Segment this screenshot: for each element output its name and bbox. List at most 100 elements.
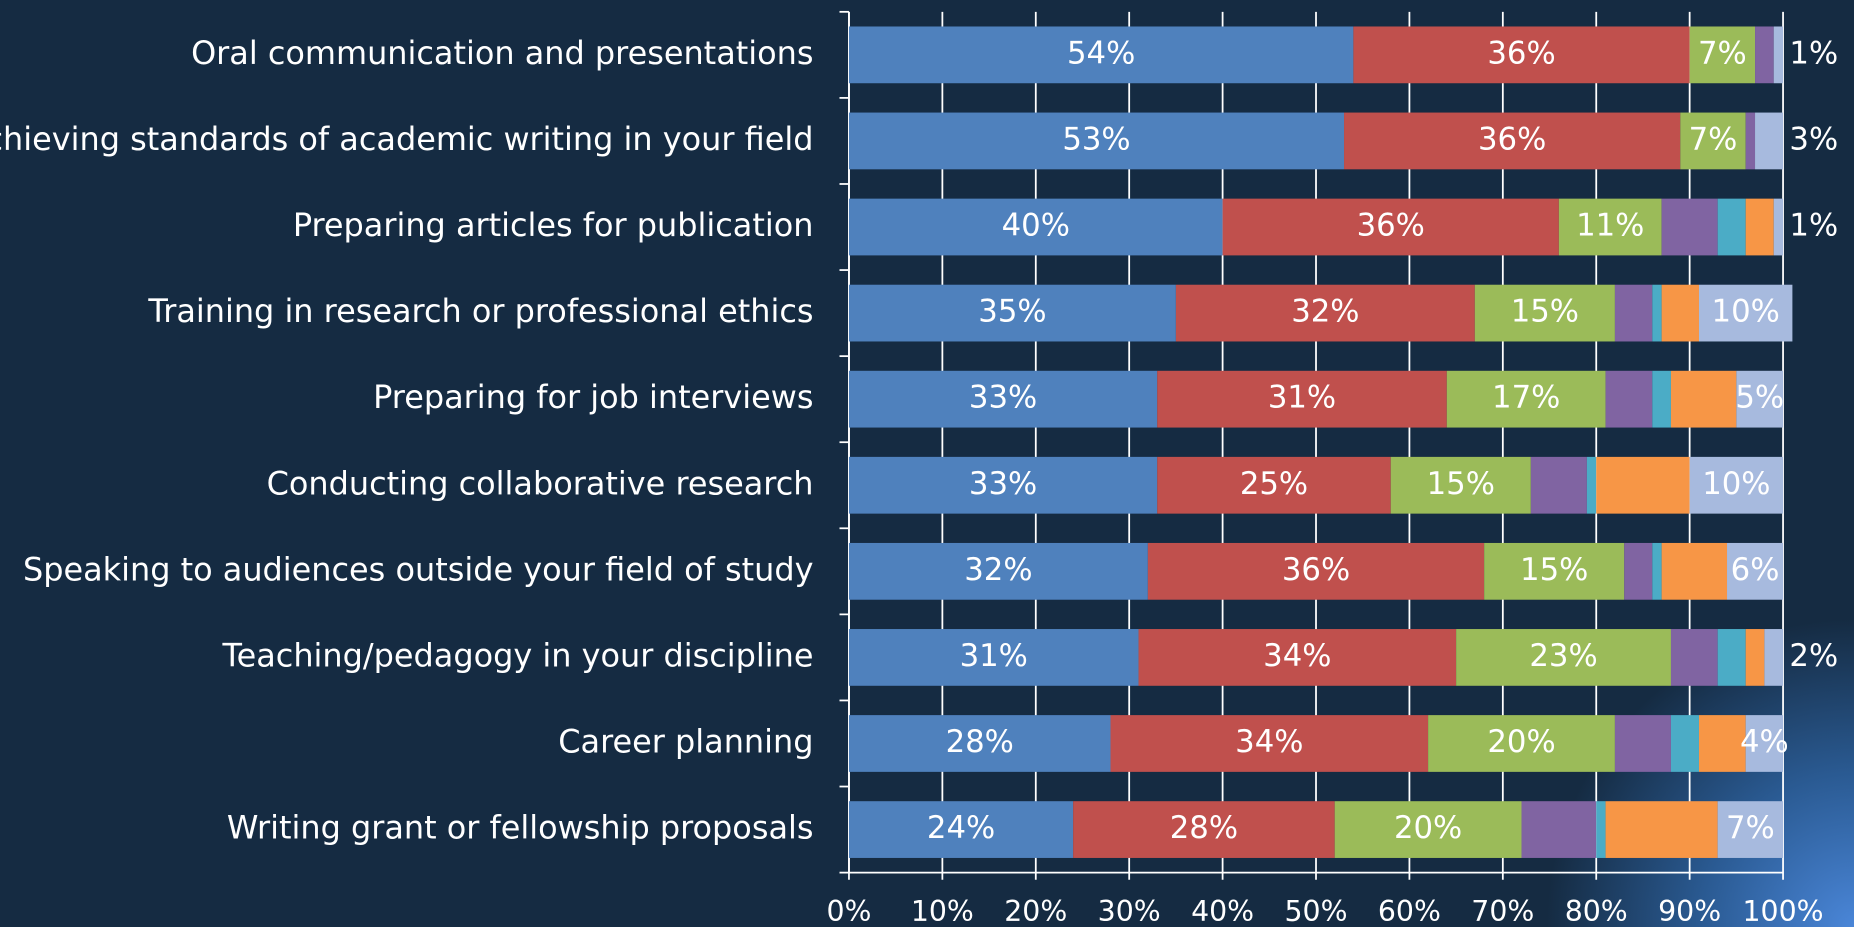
category-label: Oral communication and presentations: [191, 34, 813, 72]
bar-segment: [848, 284, 1176, 342]
bar-segment: [1698, 715, 1746, 772]
x-tick-label: 90%: [1658, 895, 1721, 927]
bar-segment: [1147, 542, 1485, 600]
data-label: 36%: [1357, 208, 1425, 244]
bar-segment: [1157, 370, 1447, 428]
bar-segment: [1736, 370, 1784, 428]
data-label: 33%: [969, 466, 1037, 502]
bar-segment: [1652, 542, 1662, 600]
data-label: 32%: [1291, 294, 1359, 330]
bar-segment: [1698, 284, 1793, 342]
bar-segment: [1624, 542, 1653, 600]
data-label: 1%: [1789, 35, 1838, 71]
category-label: Writing grant or fellowship proposals: [227, 809, 814, 847]
data-label: 15%: [1520, 552, 1588, 588]
data-label: 24%: [927, 810, 995, 846]
bar-segment: [1484, 542, 1625, 600]
x-tick-label: 60%: [1378, 895, 1441, 927]
bar-segment: [1157, 456, 1391, 514]
data-label: 28%: [946, 724, 1014, 760]
x-tick-label: 80%: [1565, 895, 1628, 927]
data-label: 36%: [1478, 121, 1546, 157]
data-label: 17%: [1492, 380, 1560, 416]
category-label: Conducting collaborative research: [267, 464, 814, 502]
data-label: 33%: [969, 380, 1037, 416]
data-label: 4%: [1740, 724, 1789, 760]
bar-segment: [1755, 112, 1784, 170]
data-label: 23%: [1529, 638, 1597, 674]
bar-segment: [1680, 112, 1746, 170]
data-label: 11%: [1576, 208, 1644, 244]
bar-segment: [848, 715, 1111, 772]
x-tick-label: 10%: [911, 895, 974, 927]
bar-segment: [1521, 801, 1597, 858]
data-label: 10%: [1712, 294, 1780, 330]
bar-segment: [1390, 456, 1531, 514]
bar-segment: [1773, 26, 1784, 84]
bar-segment: [848, 112, 1345, 170]
data-label: 15%: [1511, 294, 1579, 330]
category-label: Career planning: [558, 722, 813, 760]
bar-segment: [848, 26, 1354, 84]
bar-segment: [1334, 801, 1522, 858]
bar-segment: [1652, 284, 1662, 342]
bar-segment: [1596, 456, 1690, 514]
data-label: 34%: [1263, 638, 1331, 674]
bar-segment: [1745, 629, 1765, 686]
category-label: Preparing for job interviews: [373, 378, 813, 416]
x-tick-label: 40%: [1191, 895, 1254, 927]
data-label: 28%: [1170, 810, 1238, 846]
data-label: 3%: [1789, 121, 1838, 157]
bar-segment: [1773, 198, 1784, 256]
data-label: 15%: [1427, 466, 1495, 502]
bar-segment: [1446, 370, 1606, 428]
bar-segment: [1605, 801, 1718, 858]
bar-segment: [1717, 198, 1746, 256]
bar-segment: [1661, 198, 1718, 256]
bar-segment: [1344, 112, 1681, 170]
bar-segment: [1670, 715, 1699, 772]
bar-segment: [1110, 715, 1429, 772]
data-label: 34%: [1235, 724, 1303, 760]
data-label: 7%: [1689, 121, 1738, 157]
bar-segment: [1605, 370, 1653, 428]
data-label: 10%: [1702, 466, 1770, 502]
bar-segment: [1530, 456, 1587, 514]
bar-segment: [1670, 370, 1737, 428]
bar-segment: [1614, 715, 1671, 772]
bar-segment: [1138, 629, 1457, 686]
category-label: Teaching/pedagogy in your discipline: [222, 636, 814, 674]
category-label: Achieving standards of academic writing …: [0, 120, 813, 158]
bar-segment: [848, 456, 1158, 514]
bar-segment: [1689, 456, 1784, 514]
data-label: 5%: [1735, 380, 1784, 416]
bar-segment: [1073, 801, 1335, 858]
x-tick-label: 100%: [1743, 895, 1824, 927]
data-label: 1%: [1789, 208, 1838, 244]
data-label: 25%: [1240, 466, 1308, 502]
bar-segment: [1586, 456, 1597, 514]
bar-segment: [1745, 112, 1756, 170]
data-label: 40%: [1002, 208, 1070, 244]
data-label: 20%: [1487, 724, 1555, 760]
data-label: 7%: [1698, 35, 1747, 71]
bar-segment: [1764, 629, 1784, 686]
bar-segment: [1727, 542, 1784, 600]
bar-segment: [1596, 801, 1606, 858]
data-label: 20%: [1394, 810, 1462, 846]
bar-segment: [1689, 26, 1756, 84]
data-label: 2%: [1789, 638, 1838, 674]
x-tick-label: 30%: [1098, 895, 1161, 927]
category-label: Training in research or professional eth…: [147, 292, 813, 330]
data-label: 31%: [1268, 380, 1336, 416]
x-tick-label: 70%: [1471, 895, 1534, 927]
bar-segment: [1661, 284, 1699, 342]
x-tick-label: 20%: [1004, 895, 1067, 927]
bar-segment: [848, 370, 1158, 428]
bar-segment: [1745, 715, 1784, 772]
bar-segment: [1652, 370, 1671, 428]
bar-segment: [1428, 715, 1615, 772]
bar-segment: [1661, 542, 1728, 600]
